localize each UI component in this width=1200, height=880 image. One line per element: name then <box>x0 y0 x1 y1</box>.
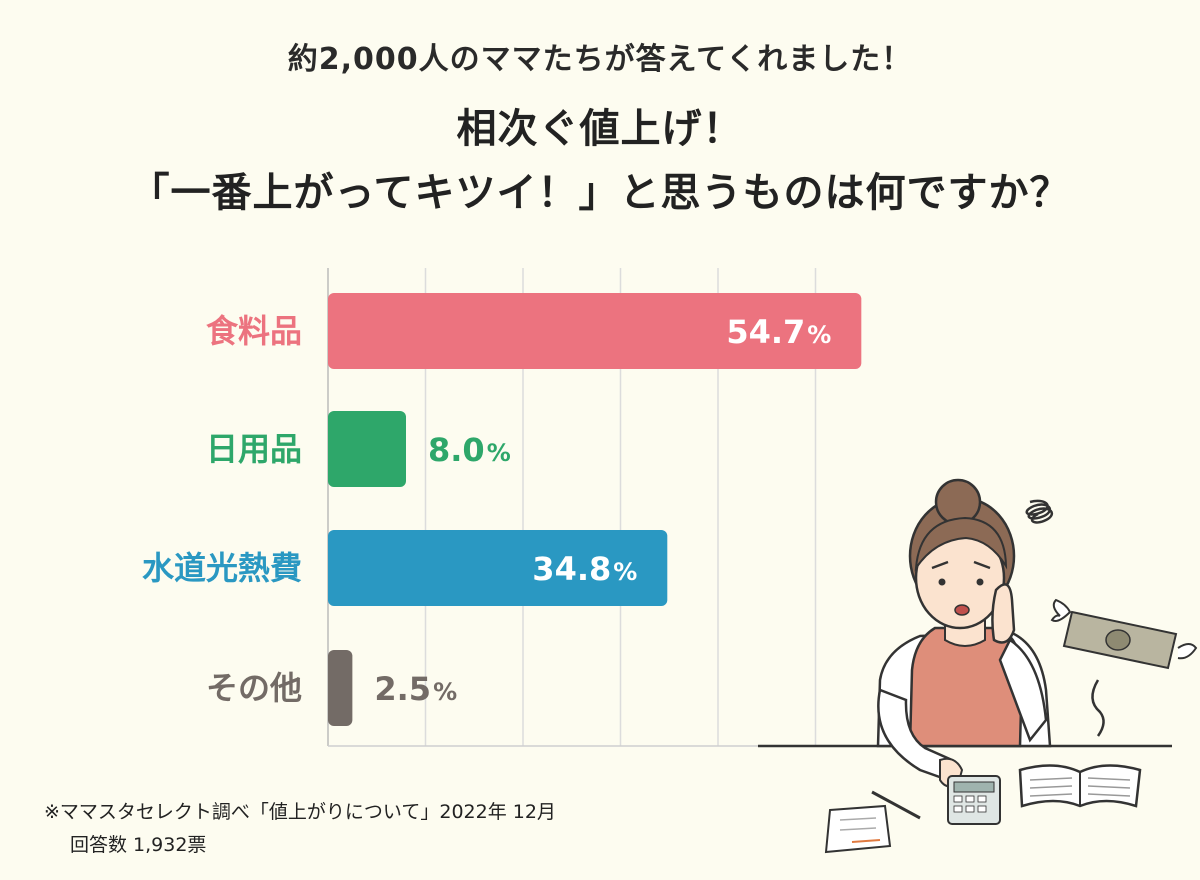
bar <box>328 530 668 606</box>
stress-scribble-icon <box>1025 499 1054 524</box>
data-label: 2.5% <box>374 670 457 708</box>
data-label: 34.8% <box>532 550 637 588</box>
bar <box>328 293 862 369</box>
data-label: 54.7% <box>726 313 831 351</box>
chart-title-line2: 「一番上がってキツイ！」と思うものは何ですか？ <box>129 170 1071 216</box>
receipt-icon <box>824 804 892 854</box>
category-label: 水道光熱費 <box>142 549 302 587</box>
bar <box>328 411 406 487</box>
data-label: 8.0% <box>428 431 511 469</box>
calculator-icon <box>947 775 1001 825</box>
source-note: ※ママスタセレクト調べ「値上がりについて」2022年 12月 <box>44 801 556 823</box>
category-label: 日用品 <box>206 430 302 468</box>
chart-title-line1: 相次ぐ値上げ！ <box>456 106 744 152</box>
bar <box>328 650 353 726</box>
category-label: その他 <box>206 669 302 707</box>
notebook-icon <box>1018 764 1142 808</box>
category-label: 食料品 <box>206 312 302 350</box>
flying-money-icon <box>1050 598 1198 737</box>
response-count-note: 回答数 1,932票 <box>70 834 207 856</box>
survey-subtitle: 約2,000人のママたちが答えてくれました！ <box>287 42 913 77</box>
